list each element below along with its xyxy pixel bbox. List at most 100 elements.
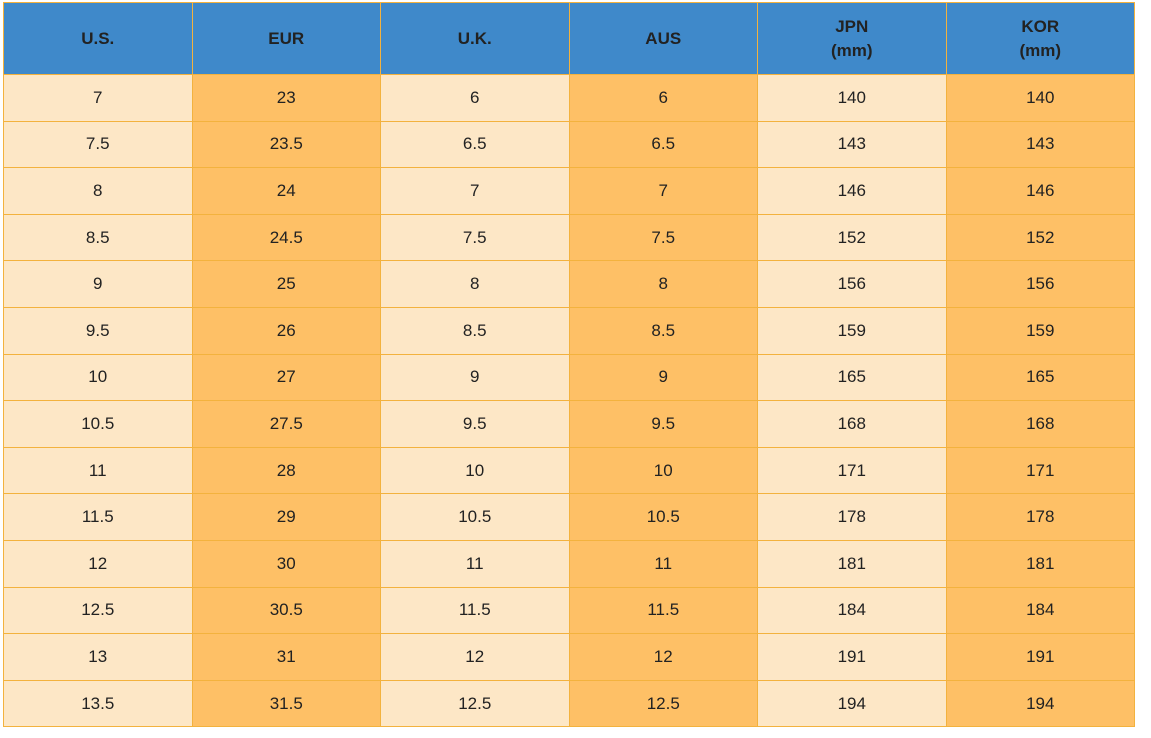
table-cell: 31.5 (191, 679, 381, 728)
table-cell: 30 (191, 539, 381, 588)
table-cell: 24 (191, 167, 381, 215)
table-cell: 146 (757, 167, 947, 215)
table-cell: 165 (757, 353, 947, 402)
table-cell: 8.5 (380, 306, 570, 355)
table-cell: 178 (945, 493, 1135, 541)
column-header: U.S. (3, 2, 193, 75)
table-row: 7 23 6 6 140 140 (3, 74, 1135, 122)
table-row: 10 27 9 9 165 165 (3, 353, 1135, 402)
table-cell: 11 (3, 446, 193, 495)
table-cell: 8.5 (3, 213, 193, 262)
table-cell: 7 (380, 167, 570, 215)
table-cell: 27.5 (191, 400, 381, 448)
table-cell: 6 (568, 74, 758, 122)
table-cell: 191 (945, 633, 1135, 681)
column-header: U.K. (380, 2, 570, 75)
table-cell: 12 (3, 539, 193, 588)
table-cell: 31 (191, 633, 381, 681)
table-row: 9 25 8 8 156 156 (3, 260, 1135, 308)
table-cell: 12 (380, 633, 570, 681)
table-cell: 11.5 (380, 586, 570, 635)
table-row: 12.5 30.5 11.5 11.5 184 184 (3, 586, 1135, 635)
table-cell: 12.5 (3, 586, 193, 635)
table-cell: 181 (757, 539, 947, 588)
table-cell: 26 (191, 306, 381, 355)
table-row: 12 30 11 11 181 181 (3, 539, 1135, 588)
table-cell: 30.5 (191, 586, 381, 635)
table-cell: 156 (757, 260, 947, 308)
table-row: 10.5 27.5 9.5 9.5 168 168 (3, 400, 1135, 448)
table-cell: 23.5 (191, 120, 381, 169)
table-cell: 13.5 (3, 679, 193, 728)
table-cell: 10.5 (3, 400, 193, 448)
table-cell: 7 (3, 74, 193, 122)
table-cell: 9.5 (380, 400, 570, 448)
table-cell: 191 (757, 633, 947, 681)
table-cell: 146 (945, 167, 1135, 215)
table-cell: 8.5 (568, 306, 758, 355)
table-cell: 28 (191, 446, 381, 495)
table-cell: 9 (3, 260, 193, 308)
table-cell: 11 (568, 539, 758, 588)
table-cell: 25 (191, 260, 381, 308)
table-cell: 143 (757, 120, 947, 169)
table-cell: 178 (757, 493, 947, 541)
table-cell: 6.5 (380, 120, 570, 169)
table-cell: 159 (757, 306, 947, 355)
table-cell: 9.5 (3, 306, 193, 355)
table-cell: 6 (380, 74, 570, 122)
table-cell: 29 (191, 493, 381, 541)
table-row: 9.5 26 8.5 8.5 159 159 (3, 306, 1135, 355)
table-cell: 171 (757, 446, 947, 495)
table-cell: 171 (945, 446, 1135, 495)
table-cell: 140 (757, 74, 947, 122)
column-header: KOR (mm) (945, 2, 1135, 75)
table-cell: 9 (380, 353, 570, 402)
table-cell: 8 (380, 260, 570, 308)
table-cell: 11.5 (568, 586, 758, 635)
table-cell: 194 (757, 679, 947, 728)
table-cell: 24.5 (191, 213, 381, 262)
table-cell: 12 (568, 633, 758, 681)
table-cell: 7.5 (568, 213, 758, 262)
table-cell: 8 (3, 167, 193, 215)
table-cell: 10 (3, 353, 193, 402)
table-cell: 168 (945, 400, 1135, 448)
table-cell: 12.5 (380, 679, 570, 728)
table-cell: 168 (757, 400, 947, 448)
table-cell: 11.5 (3, 493, 193, 541)
table-row: 13 31 12 12 191 191 (3, 633, 1135, 681)
size-table: U.S. EUR U.K. AUS JPN (mm) KOR (mm) 7 23 6 6 140 1… (3, 2, 1135, 728)
table-cell: 152 (757, 213, 947, 262)
header-row: U.S. EUR U.K. AUS JPN (mm) KOR (mm) (3, 2, 1135, 75)
table-cell: 13 (3, 633, 193, 681)
table-row: 7.5 23.5 6.5 6.5 143 143 (3, 120, 1135, 169)
table-cell: 12.5 (568, 679, 758, 728)
table-row: 8.5 24.5 7.5 7.5 152 152 (3, 213, 1135, 262)
table-cell: 194 (945, 679, 1135, 728)
column-header: AUS (568, 2, 758, 75)
table-cell: 10 (568, 446, 758, 495)
column-header: EUR (191, 2, 381, 75)
table-cell: 184 (757, 586, 947, 635)
table-cell: 184 (945, 586, 1135, 635)
table-cell: 9.5 (568, 400, 758, 448)
table-cell: 165 (945, 353, 1135, 402)
table-cell: 10.5 (568, 493, 758, 541)
column-header: JPN (mm) (757, 2, 947, 75)
table-cell: 156 (945, 260, 1135, 308)
table-row: 11 28 10 10 171 171 (3, 446, 1135, 495)
table-row: 8 24 7 7 146 146 (3, 167, 1135, 215)
table-row: 11.5 29 10.5 10.5 178 178 (3, 493, 1135, 541)
table-cell: 7.5 (3, 120, 193, 169)
table-cell: 6.5 (568, 120, 758, 169)
table-row: 13.5 31.5 12.5 12.5 194 194 (3, 679, 1135, 728)
table-cell: 23 (191, 74, 381, 122)
table-cell: 9 (568, 353, 758, 402)
table-cell: 181 (945, 539, 1135, 588)
table-cell: 7 (568, 167, 758, 215)
table-cell: 11 (380, 539, 570, 588)
table-cell: 140 (945, 74, 1135, 122)
table-cell: 159 (945, 306, 1135, 355)
